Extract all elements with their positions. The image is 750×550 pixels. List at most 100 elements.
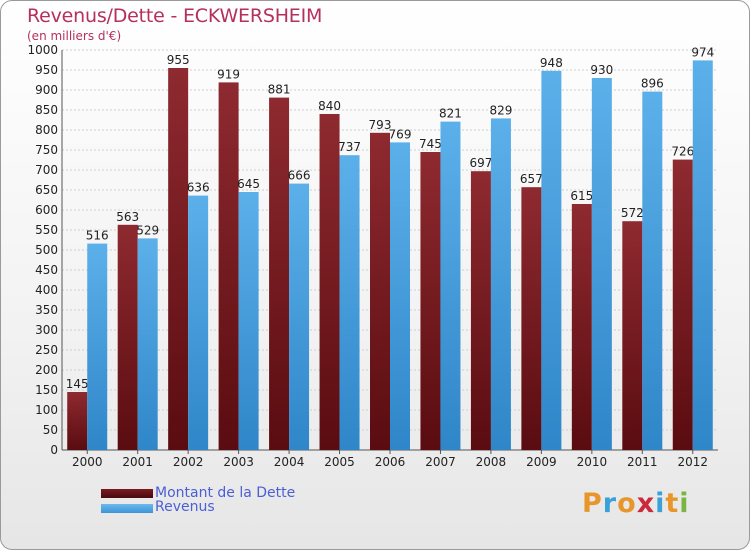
bar-dette [521, 187, 542, 450]
y-tick-label: 500 [35, 243, 58, 257]
y-tick-label: 100 [35, 403, 58, 417]
data-label-dette: 657 [520, 172, 543, 186]
bar-dette [672, 159, 693, 450]
x-tick-label: 2003 [223, 455, 254, 469]
x-tick-label: 2009 [526, 455, 557, 469]
proxiti-logo: Proxiti [582, 488, 690, 519]
y-tick-label: 650 [35, 183, 58, 197]
y-tick-label: 1000 [27, 43, 58, 57]
logo-letter: i [679, 488, 690, 519]
data-label-dette: 745 [419, 137, 442, 151]
data-label-dette: 572 [621, 206, 644, 220]
bar-revenus [238, 192, 259, 450]
y-tick-label: 700 [35, 163, 58, 177]
bar-dette [168, 68, 189, 450]
bar-dette [117, 224, 138, 450]
x-tick-label: 2000 [72, 455, 103, 469]
data-label-dette: 145 [66, 377, 89, 391]
logo-letter: i [655, 488, 666, 519]
bar-dette [269, 97, 290, 450]
logo-letter: t [665, 488, 680, 519]
x-tick-label: 2010 [577, 455, 608, 469]
chart-subtitle: (en milliers d'€) [27, 29, 122, 43]
bar-dette [622, 221, 643, 450]
data-label-dette: 697 [469, 156, 492, 170]
data-label-revenus: 974 [691, 45, 714, 59]
x-tick-label: 2006 [375, 455, 406, 469]
data-label-revenus: 896 [641, 77, 664, 91]
bar-revenus [642, 91, 663, 450]
legend-label-dette: Montant de la Dette [155, 485, 296, 501]
data-label-dette: 881 [268, 83, 291, 97]
data-label-dette: 615 [570, 189, 593, 203]
y-tick-label: 750 [35, 143, 58, 157]
bar-revenus [490, 118, 511, 451]
y-tick-label: 250 [35, 343, 58, 357]
data-label-revenus: 769 [389, 127, 412, 141]
bar-revenus [591, 78, 612, 450]
bar-revenus [390, 142, 410, 450]
chart-title: Revenus/Dette - ECKWERSHEIM [27, 5, 323, 27]
bar-dette [218, 82, 239, 451]
y-tick-label: 950 [35, 63, 58, 77]
data-label-revenus: 666 [288, 169, 311, 183]
data-label-revenus: 829 [489, 103, 512, 117]
data-label-dette: 919 [217, 67, 240, 81]
data-label-revenus: 821 [439, 107, 462, 121]
data-label-dette: 563 [116, 210, 139, 224]
y-tick-label: 0 [50, 443, 58, 457]
y-tick-label: 400 [35, 283, 58, 297]
logo-letter: o [617, 488, 637, 519]
x-tick-label: 2002 [173, 455, 204, 469]
bar-revenus [188, 195, 209, 450]
data-label-revenus: 645 [237, 177, 260, 191]
logo-letter: P [582, 488, 603, 519]
data-label-revenus: 529 [136, 223, 159, 237]
data-label-revenus: 737 [338, 140, 361, 154]
bar-revenus [541, 70, 562, 451]
bar-dette [420, 152, 441, 450]
bar-dette [571, 204, 592, 450]
bar-dette [370, 132, 390, 451]
logo-letter: r [602, 488, 618, 519]
x-tick-label: 2011 [627, 455, 658, 469]
x-tick-label: 2001 [122, 455, 153, 469]
logo-letter: x [636, 488, 656, 519]
bar-revenus [137, 238, 158, 450]
bar-dette [470, 171, 491, 450]
data-label-dette: 955 [167, 53, 190, 67]
data-label-revenus: 636 [187, 181, 210, 195]
y-tick-label: 450 [35, 263, 58, 277]
data-label-dette: 726 [671, 145, 694, 159]
legend-swatch-revenus [101, 504, 153, 513]
x-tick-label: 2005 [324, 455, 355, 469]
bar-dette [319, 114, 340, 450]
bar-revenus [289, 183, 310, 450]
bar-revenus [339, 155, 360, 450]
data-label-dette: 793 [369, 118, 392, 132]
y-tick-label: 200 [35, 363, 58, 377]
data-label-revenus: 948 [540, 56, 563, 70]
bar-dette [67, 392, 88, 450]
x-tick-label: 2012 [677, 455, 708, 469]
data-label-revenus: 516 [86, 229, 109, 243]
y-tick-label: 800 [35, 123, 58, 137]
bar-revenus [692, 60, 713, 451]
y-tick-label: 600 [35, 203, 58, 217]
y-tick-label: 850 [35, 103, 58, 117]
y-tick-label: 350 [35, 303, 58, 317]
y-tick-label: 300 [35, 323, 58, 337]
data-label-dette: 840 [318, 99, 341, 113]
bar-revenus [87, 243, 108, 450]
y-tick-label: 900 [35, 83, 58, 97]
y-tick-label: 150 [35, 383, 58, 397]
y-tick-label: 50 [43, 423, 58, 437]
legend-swatch-dette [101, 489, 153, 498]
y-tick-label: 550 [35, 223, 58, 237]
x-tick-label: 2004 [274, 455, 305, 469]
data-label-revenus: 930 [590, 63, 613, 77]
x-tick-label: 2008 [476, 455, 507, 469]
x-tick-label: 2007 [425, 455, 456, 469]
bar-revenus [440, 121, 461, 450]
